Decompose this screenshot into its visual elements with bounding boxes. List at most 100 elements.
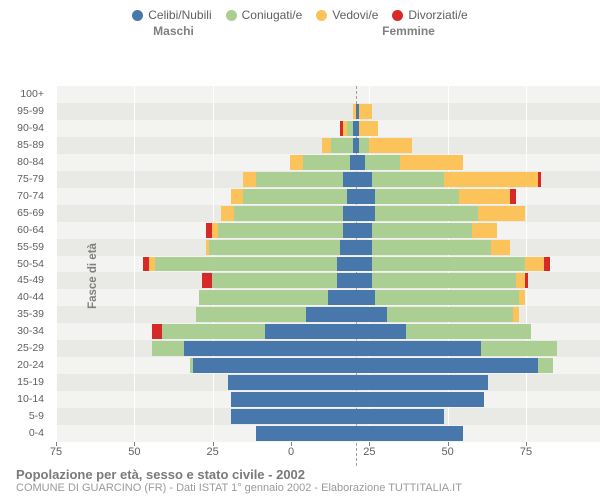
footer: Popolazione per età, sesso e stato civil…: [16, 467, 586, 494]
age-label: 90-94: [0, 120, 48, 137]
bar-female: [356, 307, 519, 322]
age-label: 75-79: [0, 171, 48, 188]
segment-single: [356, 172, 372, 187]
segment-married: [387, 307, 512, 322]
segment-widowed: [516, 273, 525, 288]
segment-married: [212, 273, 337, 288]
segment-single: [356, 189, 375, 204]
bar-female: [356, 257, 550, 272]
segment-single: [356, 290, 375, 305]
segment-widowed: [369, 138, 413, 153]
x-tick-label: 75: [50, 446, 62, 458]
age-band-row: 25-291972-1976: [56, 340, 600, 357]
population-pyramid: 100+≤ 190195-991902-190690-941907-191185…: [56, 86, 600, 466]
segment-widowed: [478, 206, 525, 221]
segment-married: [155, 257, 337, 272]
age-band-row: 65-691932-1936: [56, 205, 600, 222]
segment-married: [375, 189, 460, 204]
segment-single: [347, 189, 356, 204]
legend-item: Divorziati/e: [392, 8, 467, 22]
age-label: 45-49: [0, 272, 48, 289]
age-label: 35-39: [0, 306, 48, 323]
bar-male: [202, 273, 356, 288]
age-label: 95-99: [0, 103, 48, 120]
bar-female: [356, 341, 557, 356]
bar-female: [356, 290, 525, 305]
segment-married: [234, 206, 344, 221]
bar-female: [356, 375, 488, 390]
x-tick-label: 25: [207, 446, 219, 458]
segment-married: [372, 223, 472, 238]
segment-single: [356, 375, 488, 390]
segment-single: [328, 290, 356, 305]
age-label: 5-9: [0, 408, 48, 425]
age-band-row: 15-191982-1986: [56, 374, 600, 391]
segment-married: [372, 240, 491, 255]
age-label: 15-19: [0, 374, 48, 391]
bar-female: [356, 155, 463, 170]
age-label: 70-74: [0, 188, 48, 205]
age-band-row: 95-991902-1906: [56, 103, 600, 120]
segment-single: [231, 392, 356, 407]
bar-male: [206, 223, 356, 238]
age-band-row: 35-391962-1966: [56, 306, 600, 323]
bar-female: [356, 104, 372, 119]
age-label: 60-64: [0, 222, 48, 239]
label-males: Maschi: [56, 24, 291, 38]
age-label: 55-59: [0, 239, 48, 256]
bar-female: [356, 121, 378, 136]
segment-married: [199, 290, 327, 305]
segment-widowed: [221, 206, 234, 221]
x-tick-label: 50: [442, 446, 454, 458]
bar-female: [356, 358, 553, 373]
segment-single: [356, 257, 372, 272]
age-band-row: 5-91992-1996: [56, 408, 600, 425]
segment-married: [375, 290, 519, 305]
segment-widowed: [231, 189, 244, 204]
segment-single: [356, 223, 372, 238]
segment-widowed: [444, 172, 538, 187]
bar-female: [356, 206, 525, 221]
legend-swatch: [392, 10, 403, 21]
segment-single: [356, 307, 387, 322]
age-label: 25-29: [0, 340, 48, 357]
y-axis-title-left: Fasce di età: [87, 243, 99, 309]
segment-widowed: [290, 155, 303, 170]
bar-male: [231, 189, 356, 204]
segment-single: [356, 358, 538, 373]
rows-layer: 100+≤ 190195-991902-190690-941907-191185…: [56, 86, 600, 442]
segment-single: [231, 409, 356, 424]
segment-widowed: [459, 189, 509, 204]
segment-widowed: [322, 138, 331, 153]
segment-divorced: [544, 257, 550, 272]
age-band-row: 90-941907-1911: [56, 120, 600, 137]
age-band-row: 85-891912-1916: [56, 137, 600, 154]
legend-label: Vedovi/e: [332, 8, 378, 22]
bar-male: [221, 206, 356, 221]
x-tick-label: 0: [288, 446, 294, 458]
legend-label: Divorziati/e: [408, 8, 467, 22]
age-label: 0-4: [0, 425, 48, 442]
legend-item: Celibi/Nubili: [132, 8, 211, 22]
segment-single: [256, 426, 356, 441]
segment-widowed: [472, 223, 497, 238]
legend-item: Vedovi/e: [316, 8, 378, 22]
bar-female: [356, 426, 463, 441]
bar-female: [356, 172, 541, 187]
gender-labels: Maschi Femmine: [56, 24, 526, 38]
bar-male: [143, 257, 356, 272]
bar-female: [356, 189, 516, 204]
segment-married: [218, 223, 343, 238]
segment-married: [481, 341, 556, 356]
segment-divorced: [525, 273, 528, 288]
x-tick-label: 50: [128, 446, 140, 458]
age-label: 80-84: [0, 154, 48, 171]
bar-male: [256, 426, 356, 441]
legend-swatch: [132, 10, 143, 21]
age-label: 30-34: [0, 323, 48, 340]
segment-married: [243, 189, 346, 204]
segment-married: [365, 155, 399, 170]
segment-married: [372, 273, 516, 288]
bar-female: [356, 223, 497, 238]
age-band-row: 50-541947-1951: [56, 256, 600, 273]
